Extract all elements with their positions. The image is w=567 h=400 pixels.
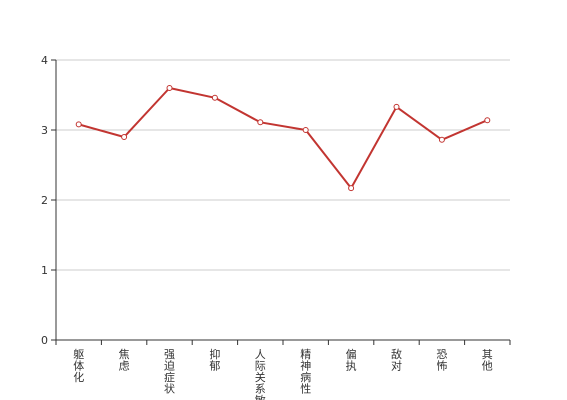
- x-tick-label: 焦虑: [119, 348, 130, 373]
- grid-lines: [56, 59, 510, 271]
- data-point[interactable]: [75, 121, 82, 128]
- y-axis: 0 1 2 3 4: [41, 54, 57, 347]
- y-tick-label: 4: [41, 54, 48, 67]
- x-tick-label: 抑郁: [209, 347, 220, 373]
- x-tick-label: 恐怖: [436, 348, 447, 373]
- x-axis: 躯体化 焦虑 强迫症状 抑郁 人际关系敏感 精神病性 偏执 敌对 恐怖 其他: [55, 339, 511, 400]
- y-tick-label: 1: [41, 264, 48, 277]
- data-point[interactable]: [484, 117, 491, 124]
- data-point[interactable]: [302, 127, 309, 133]
- x-tick-label: 强迫症状: [164, 348, 175, 396]
- data-point[interactable]: [348, 185, 355, 192]
- y-tick-label: 0: [41, 334, 48, 347]
- x-tick-label: 偏执: [346, 347, 357, 373]
- series-line: [78, 87, 488, 190]
- data-point[interactable]: [438, 136, 445, 143]
- y-tick-label: 2: [41, 194, 48, 207]
- data-point[interactable]: [121, 134, 128, 140]
- y-tick-label: 3: [41, 124, 48, 137]
- x-tick-label: 躯体化: [73, 348, 84, 384]
- series-layer: [75, 85, 491, 192]
- x-tick-label: 敌对: [391, 347, 402, 373]
- x-tick-label: 精神病性: [300, 348, 311, 396]
- data-point[interactable]: [393, 103, 400, 110]
- x-tick-label: 其他: [482, 348, 493, 373]
- data-point[interactable]: [211, 94, 218, 101]
- data-point[interactable]: [166, 85, 173, 91]
- data-point[interactable]: [257, 119, 264, 126]
- x-tick-label: 人际关系敏感: [255, 348, 266, 400]
